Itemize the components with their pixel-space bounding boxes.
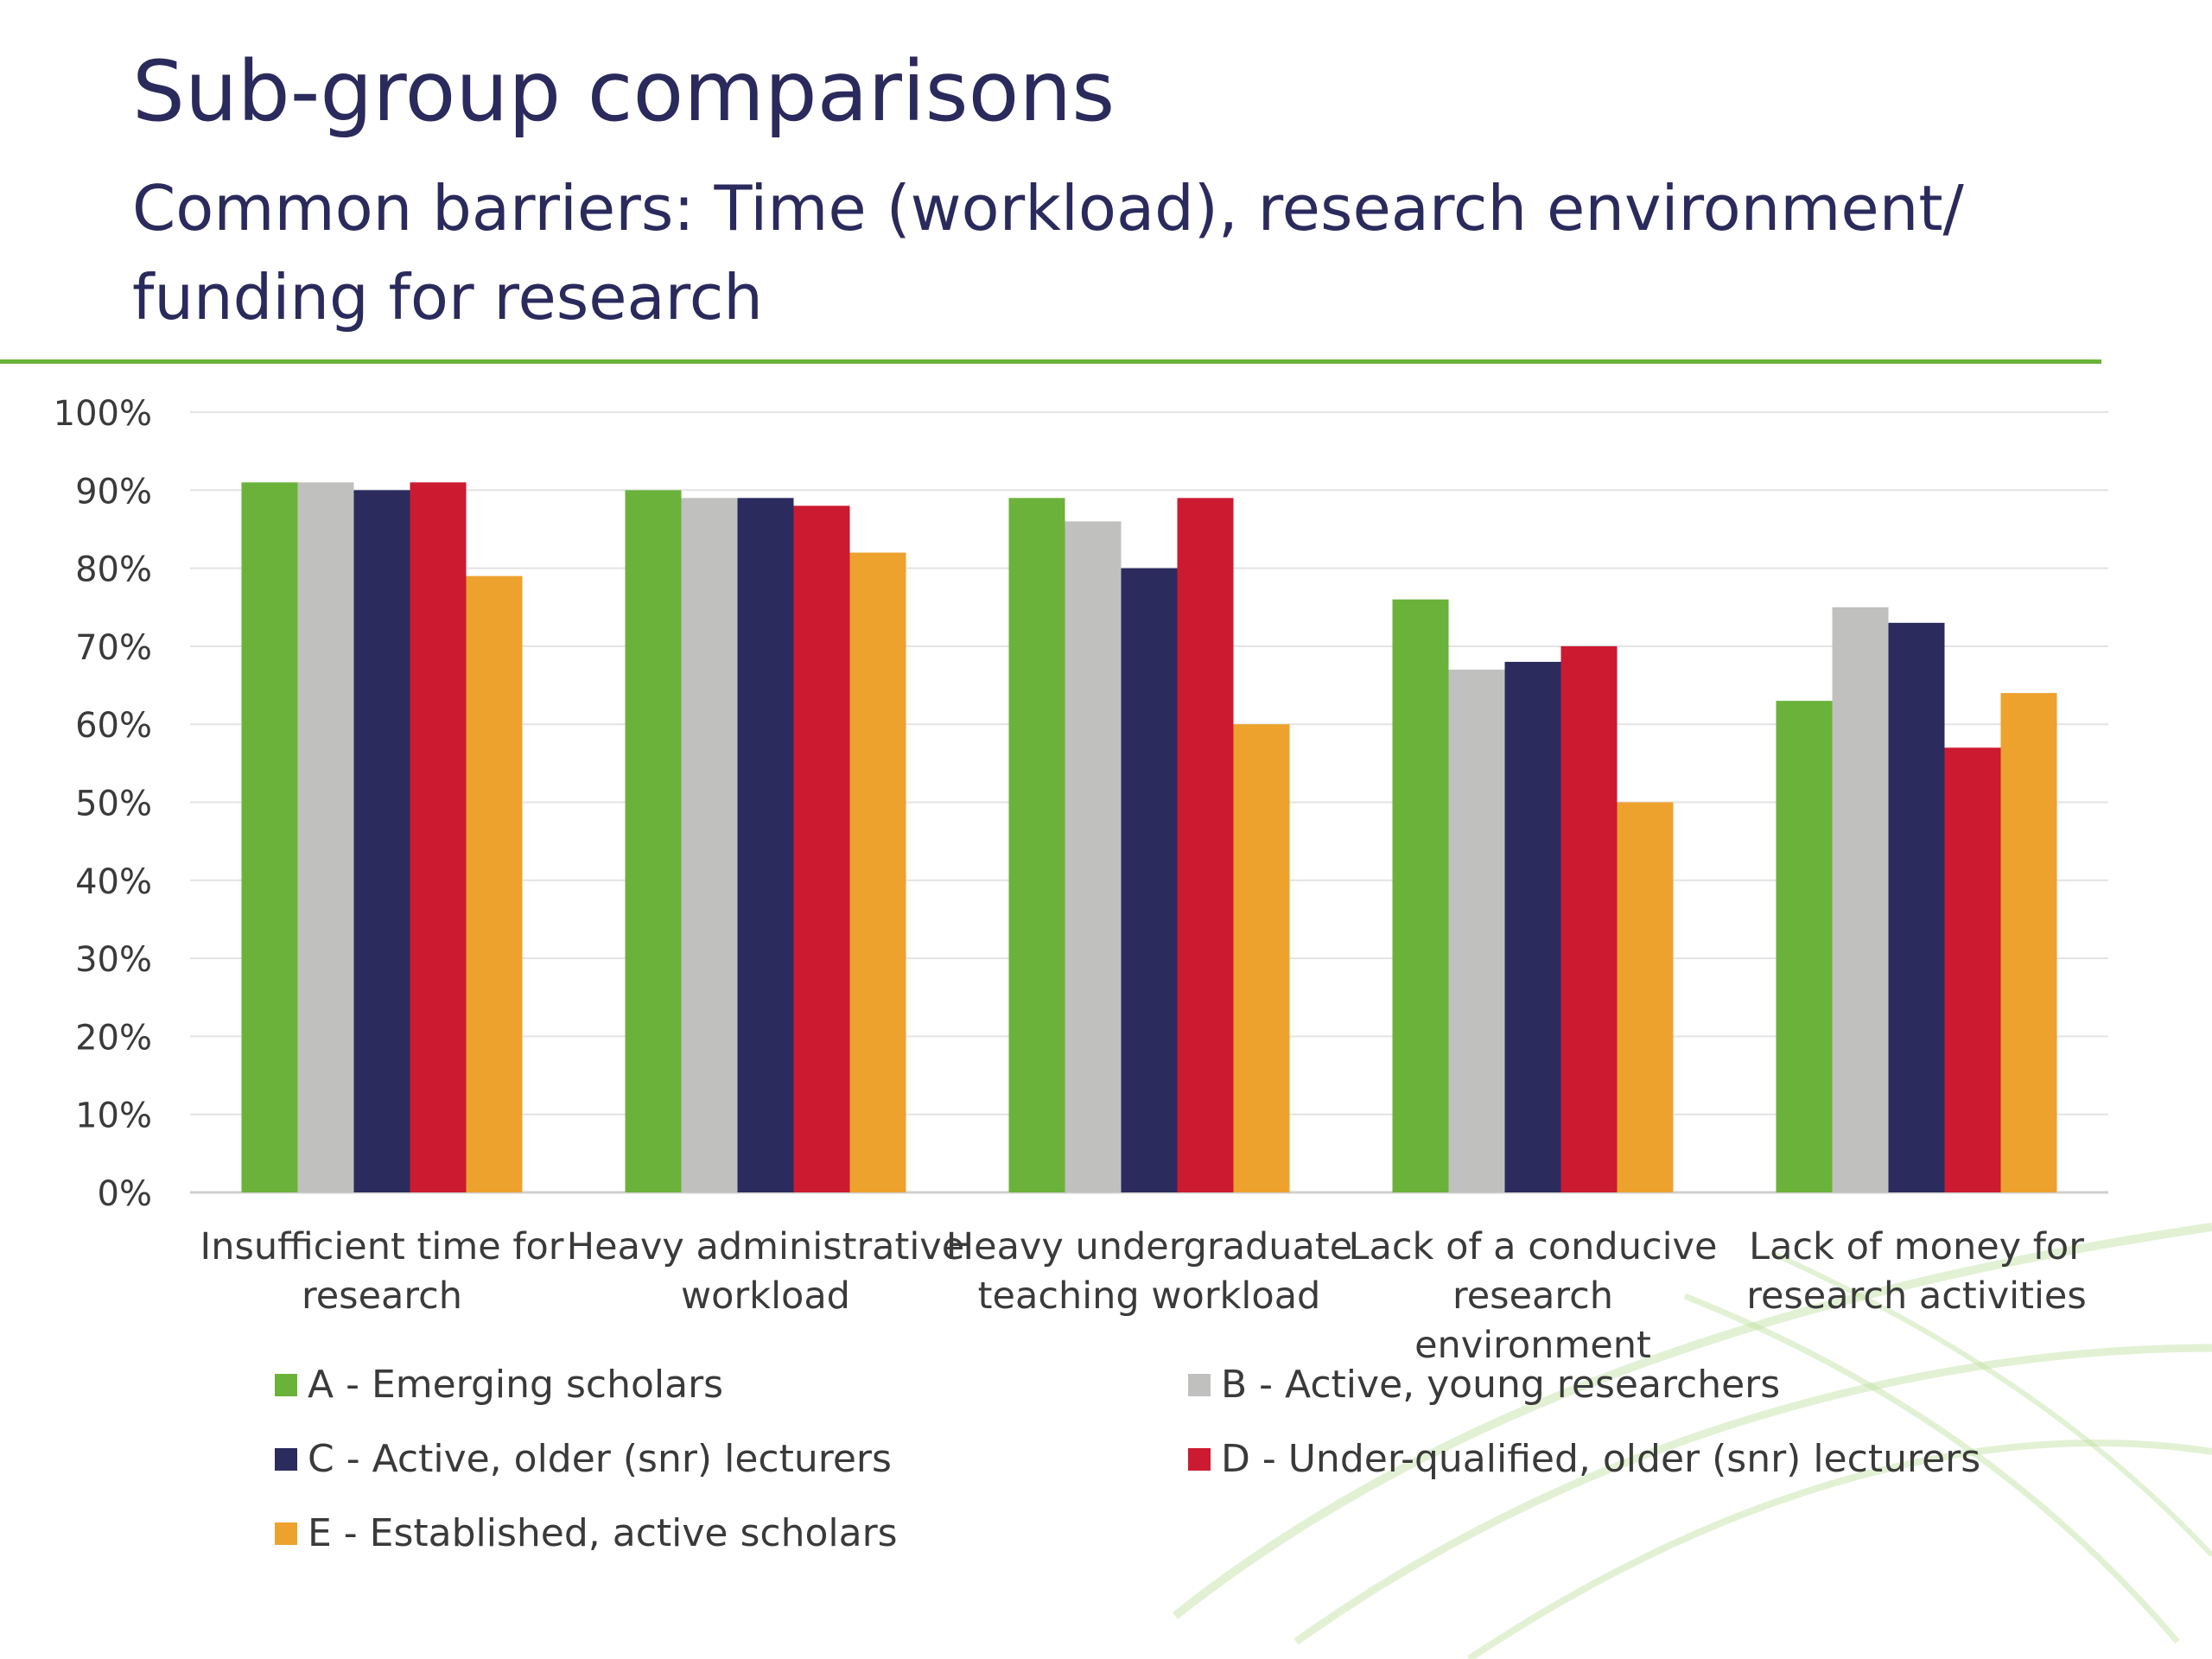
y-tick-label: 10% — [75, 1096, 152, 1136]
bar — [1832, 607, 1889, 1192]
leaf-stroke — [1294, 1344, 2212, 1645]
y-axis-tick-labels: 0% 10% 20% 30% 40% 50% 60% 70% 80% 90% 100% — [54, 394, 152, 1214]
bar — [625, 490, 682, 1192]
x-category-label: Heavy administrative workload — [567, 1225, 964, 1318]
y-tick-label: 70% — [75, 628, 152, 668]
bar — [1888, 622, 1945, 1192]
legend-swatch — [275, 1373, 297, 1396]
bar — [297, 482, 354, 1192]
leaf-stroke — [1172, 1223, 2212, 1619]
legend-item: A - Emerging scholars — [275, 1363, 723, 1407]
y-tick-label: 100% — [54, 394, 152, 434]
bar — [1177, 498, 1234, 1192]
bar — [1121, 568, 1178, 1192]
y-tick-label: 40% — [75, 862, 152, 902]
y-tick-label: 20% — [75, 1018, 152, 1058]
x-category-label: Heavy undergraduate teaching workload — [946, 1225, 1352, 1318]
bar — [410, 482, 467, 1192]
bar — [353, 490, 410, 1192]
leaf-stroke — [1683, 1293, 2180, 1644]
legend-swatch — [275, 1522, 297, 1545]
x-category-label: Insufficient time for research — [200, 1225, 564, 1318]
bar — [1065, 521, 1122, 1192]
x-category-label: Lack of money for research activities — [1746, 1225, 2087, 1318]
y-tick-label: 90% — [75, 472, 152, 512]
y-tick-label: 60% — [75, 706, 152, 746]
bar — [793, 505, 850, 1192]
leaf-stroke — [1466, 1440, 2212, 1659]
legend-item: B - Active, young researchers — [1188, 1363, 1780, 1407]
bar — [1233, 724, 1290, 1192]
y-tick-label: 50% — [75, 785, 152, 824]
legend-item: E - Established, active scholars — [275, 1511, 898, 1555]
y-tick-label: 30% — [75, 940, 152, 980]
bar — [241, 482, 298, 1192]
legend-label: C - Active, older (snr) lecturers — [308, 1437, 892, 1481]
bar — [2000, 693, 2057, 1192]
legend-swatch — [1188, 1373, 1211, 1396]
bar — [1944, 747, 2001, 1192]
legend-swatch — [1188, 1447, 1211, 1471]
bar — [1008, 498, 1065, 1192]
chart-bars — [241, 482, 2057, 1192]
bar — [1617, 802, 1674, 1192]
legend-label: E - Established, active scholars — [308, 1511, 898, 1555]
bar — [1504, 661, 1561, 1192]
x-category-label: Lack of a conducive research environment — [1349, 1225, 1718, 1367]
legend-label: A - Emerging scholars — [308, 1363, 724, 1407]
legend-item: C - Active, older (snr) lecturers — [275, 1437, 892, 1481]
bar — [466, 575, 523, 1192]
legend-item: D - Under-qualified, older (snr) lecture… — [1188, 1437, 1980, 1481]
leaf-decoration — [1172, 1223, 2212, 1659]
legend-label: D - Under-qualified, older (snr) lecture… — [1221, 1437, 1981, 1481]
legend-swatch — [275, 1447, 297, 1471]
slide-subtitle: Common barriers: Time (workload), resear… — [132, 172, 1964, 334]
bar — [1776, 701, 1833, 1192]
leaf-stroke — [1770, 1250, 2212, 1558]
bar — [681, 498, 738, 1192]
bar — [1392, 599, 1449, 1192]
bar — [737, 498, 794, 1192]
title-divider — [0, 359, 2101, 364]
slide-title: Sub-group comparisons — [132, 43, 1116, 140]
y-tick-label: 80% — [75, 550, 152, 590]
bar — [1448, 669, 1505, 1192]
legend-label: B - Active, young researchers — [1221, 1363, 1781, 1407]
y-tick-label: 0% — [98, 1174, 152, 1214]
bar — [1560, 645, 1618, 1192]
bar — [849, 552, 906, 1192]
